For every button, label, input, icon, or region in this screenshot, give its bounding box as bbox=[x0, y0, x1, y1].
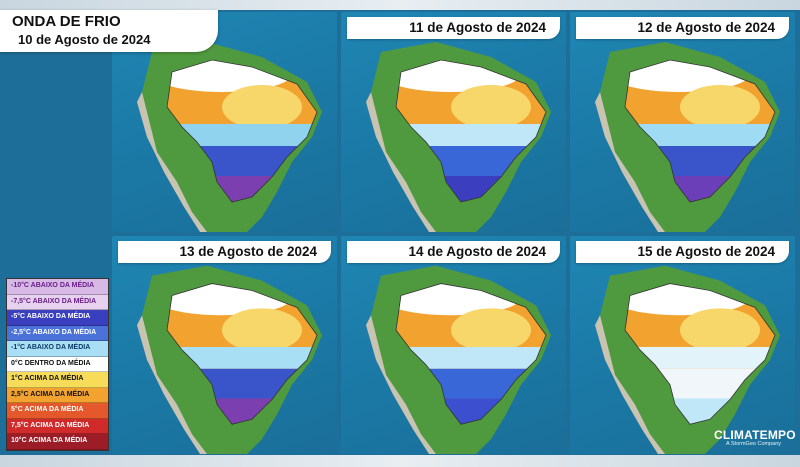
legend-item: -5°C ABAIXO DA MÉDIA bbox=[7, 310, 108, 326]
logo-tagline: A StormGeo Company bbox=[726, 441, 782, 447]
map-panel-1 bbox=[112, 12, 337, 232]
title-date: 10 de Agosto de 2024 bbox=[18, 32, 151, 47]
anomaly-map-2 bbox=[366, 42, 551, 232]
andes-mountains bbox=[366, 315, 436, 454]
andes-mountains bbox=[137, 92, 207, 232]
legend-item: -1°C ABAIXO DA MÉDIA bbox=[7, 341, 108, 357]
brazil-border bbox=[624, 59, 776, 203]
legend-item: -7,5°C ABAIXO DA MÉDIA bbox=[7, 294, 108, 310]
cool-band bbox=[167, 346, 317, 369]
logo-name: CLIMATEMPO bbox=[714, 428, 796, 442]
cool-band bbox=[167, 124, 317, 146]
map-panel-5: 14 de Agosto de 2024 bbox=[341, 236, 566, 454]
climatempo-logo: CLIMATEMPO A StormGeo Company bbox=[714, 428, 798, 450]
brazil-border bbox=[395, 59, 547, 203]
legend-item: -10°C ABAIXO DA MÉDIA bbox=[7, 279, 108, 295]
andes-mountains bbox=[595, 315, 665, 454]
light-warm-area bbox=[451, 85, 531, 129]
anomaly-map-3 bbox=[595, 42, 780, 232]
cold-anomaly-area bbox=[396, 368, 546, 399]
legend-item: 7,5°C ACIMA DA MÉDIA bbox=[7, 418, 108, 434]
cold-anomaly-area bbox=[625, 146, 775, 176]
legend-item: 1°C ACIMA DA MÉDIA bbox=[7, 372, 108, 388]
light-warm-area bbox=[680, 308, 760, 352]
brazil-border bbox=[166, 283, 318, 425]
map-panel-3: 12 de Agosto de 2024 bbox=[570, 12, 795, 232]
light-warm-area bbox=[222, 85, 302, 129]
panel-date-2: 11 de Agosto de 2024 bbox=[347, 17, 560, 39]
cool-band bbox=[625, 124, 775, 146]
legend-item: -2,5°C ABAIXO DA MÉDIA bbox=[7, 325, 108, 341]
cool-band bbox=[396, 124, 546, 146]
cold-anomaly-area bbox=[167, 146, 317, 176]
anomaly-map-4 bbox=[137, 265, 322, 454]
title-box: ONDA DE FRIO 10 de Agosto de 2024 bbox=[0, 10, 218, 52]
cold-anomaly-area bbox=[396, 146, 546, 176]
map-panel-6: 15 de Agosto de 2024 bbox=[570, 236, 795, 454]
anomaly-map-1 bbox=[137, 42, 322, 232]
panel-date-3: 12 de Agosto de 2024 bbox=[576, 17, 789, 39]
andes-mountains bbox=[137, 315, 207, 454]
light-warm-area bbox=[222, 308, 302, 352]
background-strip-top bbox=[0, 0, 800, 10]
cold-anomaly-area bbox=[167, 368, 317, 399]
panel-date-4: 13 de Agosto de 2024 bbox=[118, 241, 331, 263]
andes-mountains bbox=[595, 92, 665, 232]
legend: -10°C ABAIXO DA MÉDIA -7,5°C ABAIXO DA MÉ… bbox=[6, 278, 109, 451]
legend-item: 2,5°C ACIMA DA MÉDIA bbox=[7, 387, 108, 403]
anomaly-map-6 bbox=[595, 265, 780, 454]
brazil-border bbox=[166, 59, 318, 203]
legend-item: 0°C DENTRO DA MÉDIA bbox=[7, 356, 108, 372]
brazil-border bbox=[395, 283, 547, 425]
background-strip-bottom bbox=[0, 455, 800, 467]
panel-date-6: 15 de Agosto de 2024 bbox=[576, 241, 789, 263]
cool-band bbox=[625, 346, 775, 369]
legend-item: 5°C ACIMA DA MÉDIA bbox=[7, 403, 108, 419]
brazil-border bbox=[624, 283, 776, 425]
cool-band bbox=[396, 346, 546, 369]
map-panel-2: 11 de Agosto de 2024 bbox=[341, 12, 566, 232]
light-warm-area bbox=[451, 308, 531, 352]
map-panel-4: 13 de Agosto de 2024 bbox=[112, 236, 337, 454]
andes-mountains bbox=[366, 92, 436, 232]
panel-date-5: 14 de Agosto de 2024 bbox=[347, 241, 560, 263]
legend-item: 10°C ACIMA DA MÉDIA bbox=[7, 434, 108, 450]
cold-anomaly-area bbox=[625, 368, 775, 399]
anomaly-map-5 bbox=[366, 265, 551, 454]
map-title: ONDA DE FRIO bbox=[12, 13, 121, 30]
light-warm-area bbox=[680, 85, 760, 129]
